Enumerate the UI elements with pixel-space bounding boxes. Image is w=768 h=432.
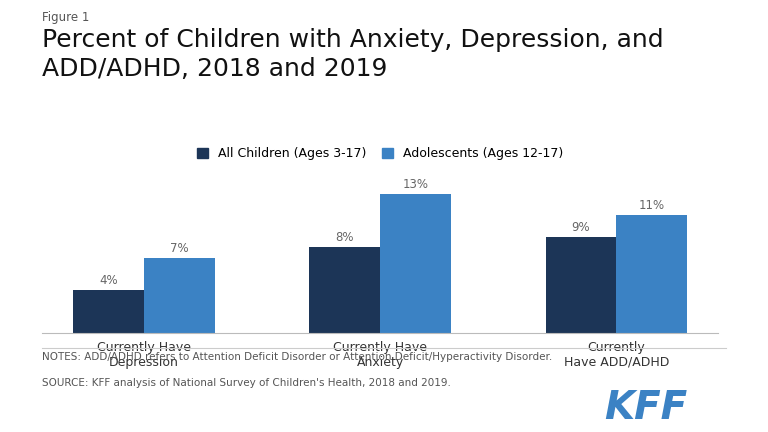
Legend: All Children (Ages 3-17), Adolescents (Ages 12-17): All Children (Ages 3-17), Adolescents (A… [197, 147, 563, 160]
Text: 11%: 11% [639, 199, 665, 212]
Text: KFF: KFF [604, 389, 687, 427]
Bar [617, 216, 687, 333]
Bar [545, 237, 617, 333]
Bar [310, 248, 380, 333]
Bar [73, 290, 144, 333]
Text: Figure 1: Figure 1 [42, 11, 90, 24]
Bar [380, 194, 451, 333]
Text: 9%: 9% [571, 221, 591, 234]
Text: NOTES: ADD/ADHD refers to Attention Deficit Disorder or Attention Deficit/Hypera: NOTES: ADD/ADHD refers to Attention Defi… [42, 352, 552, 362]
Text: Percent of Children with Anxiety, Depression, and
ADD/ADHD, 2018 and 2019: Percent of Children with Anxiety, Depres… [42, 28, 664, 81]
Text: 13%: 13% [402, 178, 429, 191]
Text: SOURCE: KFF analysis of National Survey of Children's Health, 2018 and 2019.: SOURCE: KFF analysis of National Survey … [42, 378, 451, 388]
Text: 8%: 8% [336, 231, 354, 244]
Text: 7%: 7% [170, 242, 189, 255]
Text: 4%: 4% [99, 274, 118, 287]
Bar [144, 258, 215, 333]
